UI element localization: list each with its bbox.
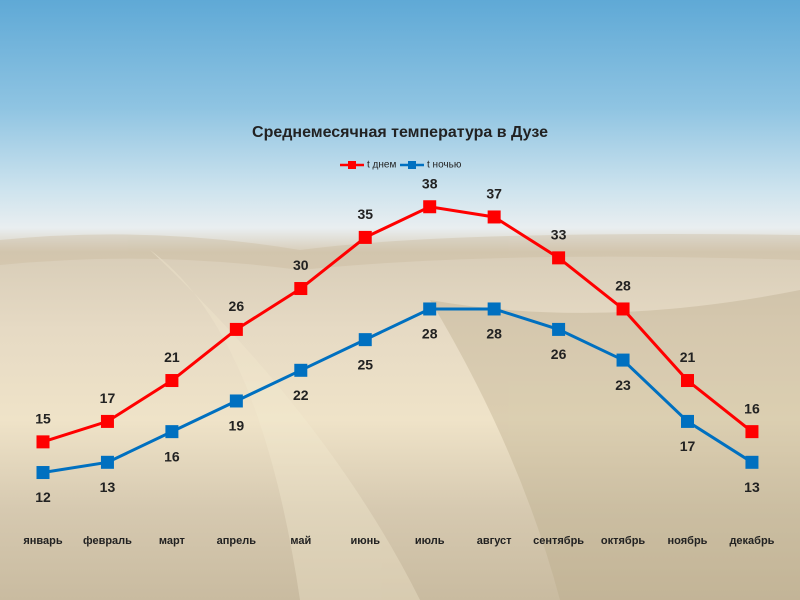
data-label: 23	[615, 377, 631, 393]
x-tick-label: июнь	[350, 535, 380, 547]
data-point	[552, 251, 566, 265]
data-label: 16	[744, 400, 760, 416]
chart-title: Среднемесячная температура в Дузе	[252, 124, 548, 141]
data-point	[423, 200, 437, 214]
x-tick-label: май	[290, 535, 311, 547]
x-tick-label: апрель	[217, 535, 257, 547]
data-point	[487, 210, 501, 224]
data-label: 12	[35, 489, 51, 505]
data-label: 33	[551, 227, 567, 243]
data-label: 22	[293, 387, 309, 403]
data-point	[229, 322, 243, 336]
data-point	[358, 230, 372, 244]
x-tick-label: февраль	[83, 535, 132, 547]
legend-label: t ночью	[427, 160, 462, 171]
x-tick-label: декабрь	[729, 535, 774, 547]
series-line	[42, 307, 753, 475]
data-point	[745, 455, 759, 469]
data-point	[294, 282, 308, 296]
data-label: 13	[744, 479, 760, 495]
data-point	[681, 414, 694, 428]
data-point	[294, 363, 308, 377]
data-label: 21	[164, 349, 180, 365]
data-point	[616, 302, 630, 316]
series-line	[42, 205, 753, 444]
data-label: 21	[680, 349, 696, 365]
data-point	[487, 302, 501, 316]
x-tick-label: сентябрь	[533, 535, 584, 547]
data-point	[229, 394, 243, 408]
data-point	[100, 414, 114, 428]
data-point	[616, 353, 630, 367]
data-label: 13	[100, 479, 116, 495]
data-point	[165, 374, 179, 388]
x-tick-label: ноябрь	[668, 535, 708, 547]
data-label: 28	[422, 326, 438, 342]
data-point	[165, 425, 179, 439]
data-point	[100, 455, 114, 469]
data-label: 38	[422, 175, 438, 191]
data-label: 17	[100, 390, 116, 406]
x-tick-label: октябрь	[601, 535, 646, 547]
data-label: 35	[357, 206, 373, 222]
data-label: 30	[293, 257, 309, 273]
data-label: 16	[164, 448, 180, 464]
data-point	[36, 466, 50, 480]
data-point	[423, 302, 437, 316]
data-point	[552, 322, 566, 336]
data-point	[745, 425, 759, 439]
data-label: 26	[229, 298, 245, 314]
data-label: 28	[615, 278, 631, 294]
data-label: 15	[35, 411, 51, 427]
x-tick-label: январь	[23, 535, 63, 547]
legend-label: t днем	[367, 160, 396, 171]
data-point	[681, 374, 694, 388]
data-label: 19	[229, 418, 245, 434]
data-label: 25	[357, 356, 373, 372]
x-tick-label: июль	[415, 535, 445, 547]
data-point	[358, 333, 372, 347]
legend-marker	[408, 161, 416, 169]
dunes	[0, 234, 800, 600]
data-label: 37	[486, 186, 502, 202]
data-label: 26	[551, 346, 567, 362]
legend-marker	[348, 161, 356, 169]
data-label: 28	[486, 326, 502, 342]
x-tick-label: август	[477, 535, 512, 547]
data-point	[36, 435, 50, 449]
x-tick-label: март	[159, 535, 186, 547]
data-label: 17	[680, 438, 696, 454]
